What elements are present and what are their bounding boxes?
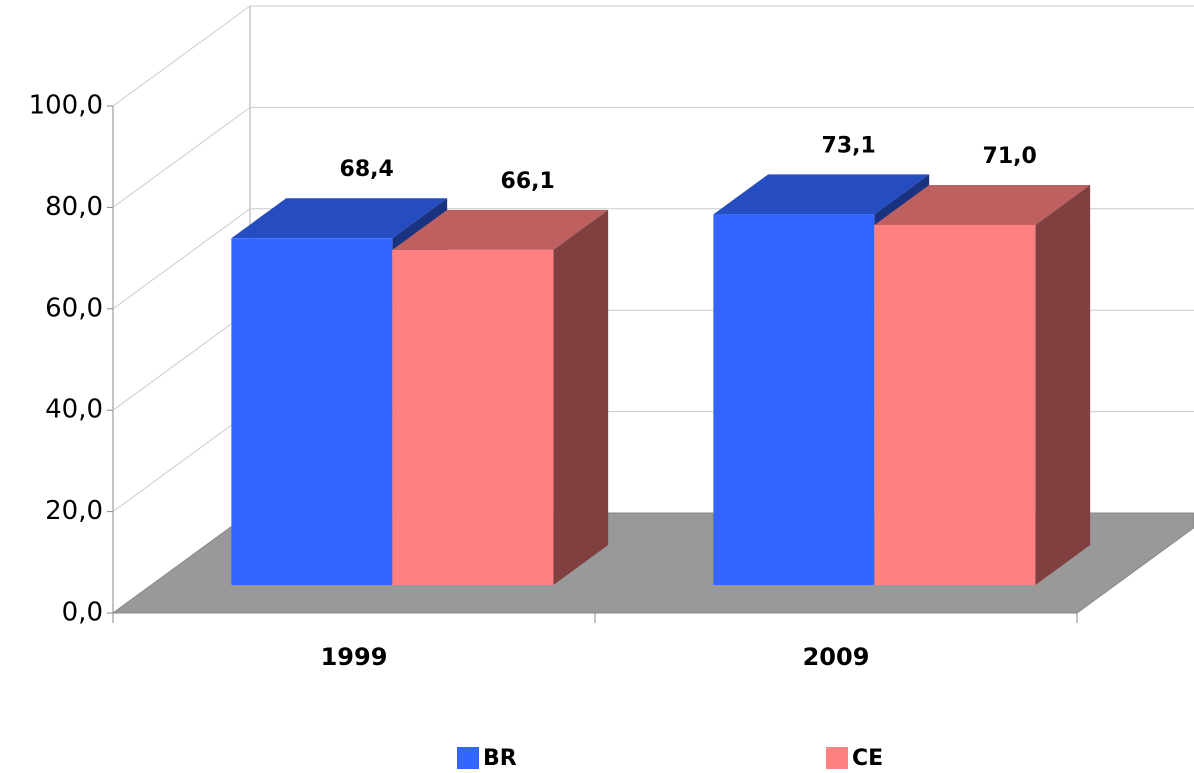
bar-top: [874, 185, 1091, 226]
y-tick-label: 20,0: [45, 496, 103, 526]
legend-swatch: [457, 747, 479, 769]
y-tick-label: 60,0: [45, 293, 103, 323]
bar-top: [392, 209, 609, 250]
y-tick-label: 0,0: [62, 598, 103, 628]
grid-line: [112, 106, 251, 208]
legend-label: CE: [852, 746, 883, 771]
bar: [392, 249, 554, 586]
grid-line: [112, 5, 251, 107]
bar: [874, 225, 1036, 585]
bar-side: [1035, 185, 1091, 585]
y-tick-label: 100,0: [29, 91, 103, 121]
x-tick-label: 2009: [803, 643, 870, 671]
value-label: 68,4: [340, 157, 394, 182]
legend-swatch: [826, 747, 848, 769]
x-tick-label: 1999: [321, 643, 388, 671]
value-label: 71,0: [983, 144, 1037, 169]
grid-line: [112, 208, 251, 310]
bar-top: [713, 174, 930, 215]
bar-top: [231, 198, 448, 239]
value-label: 73,1: [822, 133, 876, 158]
bar: [713, 214, 875, 585]
y-tick-label: 40,0: [45, 395, 103, 425]
grid-line: [112, 411, 251, 513]
value-label: 66,1: [501, 169, 555, 194]
legend-label: BR: [483, 746, 517, 771]
bar: [231, 238, 393, 585]
grid-line: [112, 309, 251, 411]
y-tick-label: 80,0: [45, 192, 103, 222]
bar-side: [553, 209, 609, 586]
